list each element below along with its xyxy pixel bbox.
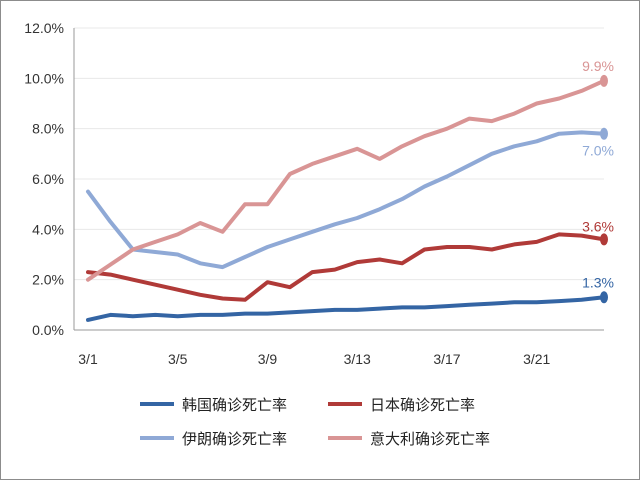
- x-tick-label: 3/9: [258, 351, 278, 367]
- series-end-marker: [600, 74, 608, 87]
- y-axis-tick-labels: 0.0% 2.0% 4.0% 6.0% 8.0% 10.0% 12.0%: [24, 20, 64, 338]
- x-axis-tick-labels: 3/1 3/5 3/9 3/13 3/17 3/21: [78, 351, 550, 367]
- y-tick-label: 4.0%: [32, 221, 64, 237]
- series-end-marker: [600, 233, 608, 246]
- series-end-marker: [600, 127, 608, 140]
- series-line: [86, 232, 606, 302]
- axes: [73, 28, 604, 331]
- series-line: [86, 295, 606, 322]
- y-tick-label: 10.0%: [24, 70, 64, 86]
- legend-label: 意大利确诊死亡率: [370, 430, 490, 448]
- legend-label: 日本确诊死亡率: [370, 396, 475, 414]
- x-tick-label: 3/17: [433, 351, 460, 367]
- y-tick-label: 8.0%: [32, 121, 64, 137]
- x-tick-label: 3/13: [344, 351, 371, 367]
- y-tick-label: 2.0%: [32, 272, 64, 288]
- x-tick-label: 3/1: [78, 351, 98, 367]
- end-value-label: 3.6%: [582, 218, 614, 234]
- end-value-label: 1.3%: [582, 274, 614, 290]
- legend-label: 伊朗确诊死亡率: [182, 430, 287, 448]
- gridlines: [74, 27, 604, 281]
- legend-label: 韩国确诊死亡率: [182, 396, 287, 414]
- y-tick-label: 12.0%: [24, 20, 64, 36]
- series-end-marker: [600, 291, 608, 304]
- series-line: [86, 78, 606, 282]
- end-value-labels: 1.3% 3.6% 7.0% 9.9%: [582, 58, 614, 290]
- y-tick-label: 0.0%: [32, 322, 64, 338]
- x-tick-label: 3/21: [523, 351, 550, 367]
- series-lines: [86, 74, 608, 322]
- y-tick-label: 6.0%: [32, 171, 64, 187]
- x-tick-label: 3/5: [168, 351, 188, 367]
- end-value-label: 9.9%: [582, 58, 614, 74]
- end-value-label: 7.0%: [582, 143, 614, 159]
- series-line: [86, 130, 606, 270]
